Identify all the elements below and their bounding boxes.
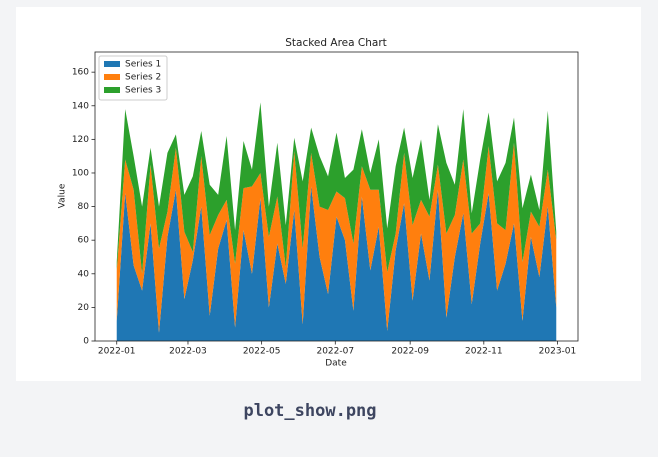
x-tick-label: 2022-09	[391, 347, 429, 357]
y-tick-label: 140	[72, 101, 89, 111]
area	[116, 142, 557, 333]
legend-label: Series 3	[125, 86, 161, 96]
y-tick-label: 60	[78, 236, 90, 246]
chart: Stacked Area Chart Date Value 0 20 40 60 80 1…	[58, 37, 579, 369]
caption: plot_show.png	[243, 401, 377, 421]
y-tick-label: 120	[72, 135, 89, 145]
x-tick-label: 2022-03	[169, 347, 207, 357]
area	[116, 186, 557, 341]
x-tick-label: 2022-01	[98, 347, 136, 357]
x-axis-label: Date	[325, 359, 347, 369]
plot-frame	[94, 51, 579, 342]
y-tick-label: 160	[72, 68, 89, 78]
y-tick-label: 40	[78, 269, 90, 279]
legend-label: Series 1	[125, 60, 161, 70]
y-axis-label: Value	[58, 183, 68, 208]
legend-swatch	[104, 61, 120, 67]
x-tick-label: 2022-07	[316, 347, 354, 357]
y-tick-label: 80	[78, 202, 90, 212]
y-tick-label: 20	[78, 303, 90, 313]
image-card: Stacked Area Chart Date Value 0 20 40 60 80 1…	[16, 7, 641, 381]
legend-swatch	[104, 87, 120, 93]
y-tick-label: 0	[83, 337, 89, 347]
chart-title: Stacked Area Chart	[285, 37, 387, 49]
x-tick-label: 2023-01	[539, 347, 577, 357]
y-tick-label: 100	[72, 168, 89, 178]
legend-swatch	[104, 74, 120, 80]
x-tick-label: 2022-11	[465, 347, 503, 357]
legend-label: Series 2	[125, 73, 161, 83]
x-tick-label: 2022-05	[243, 347, 281, 357]
area	[116, 102, 557, 274]
